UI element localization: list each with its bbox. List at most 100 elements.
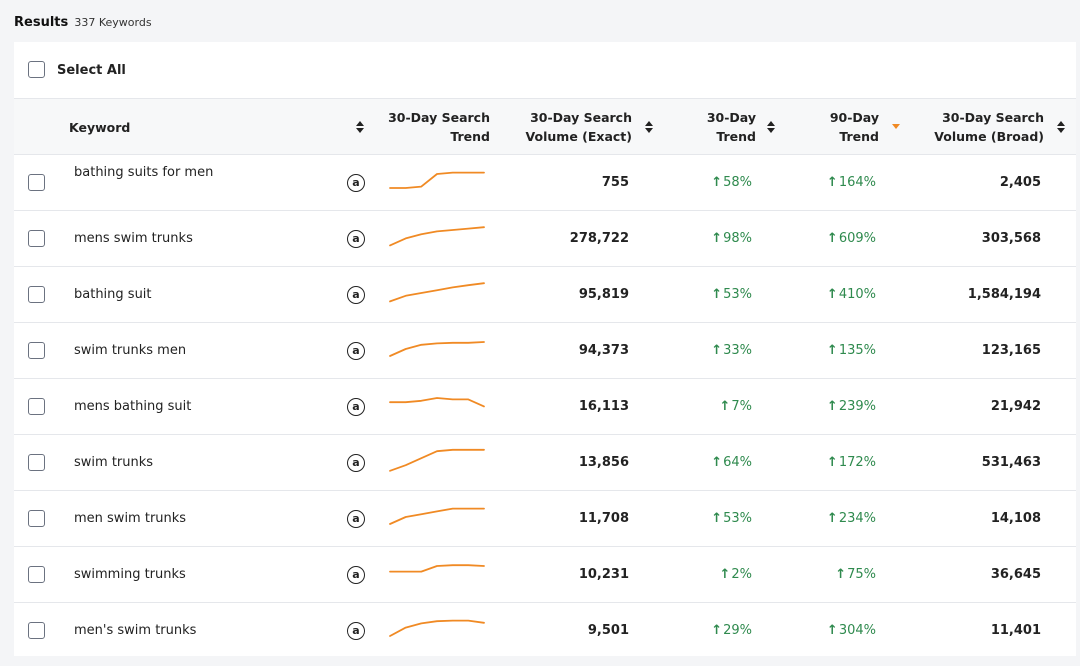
row-checkbox[interactable]	[28, 174, 45, 191]
table-row[interactable]: swim trunks a 13,856 ↑64% ↑172% 531,463	[14, 435, 1076, 491]
volume-broad-value: 11,401	[990, 623, 1041, 638]
volume-exact-value: 10,231	[578, 567, 629, 582]
table-row[interactable]: swim trunks men a 94,373 ↑33% ↑135% 123,165	[14, 323, 1076, 379]
search-trend-sparkline	[389, 397, 485, 408]
table-row[interactable]: bathing suit a 95,819 ↑53% ↑410% 1,584,194	[14, 267, 1076, 323]
volume-exact-value: 16,113	[578, 399, 629, 414]
table-row[interactable]: swimming trunks a 10,231 ↑2% ↑75% 36,645	[14, 547, 1076, 603]
row-checkbox[interactable]	[28, 230, 45, 247]
col-header-volume-exact[interactable]: 30-Day Search Volume (Exact)	[525, 110, 632, 144]
row-checkbox[interactable]	[28, 510, 45, 527]
arrow-up-icon: ↑	[835, 567, 847, 582]
search-trend-sparkline	[389, 564, 485, 573]
keyword-text[interactable]: bathing suits for men	[74, 165, 214, 180]
trend30-value: ↑2%	[719, 567, 752, 582]
volume-exact-value: 94,373	[578, 343, 629, 358]
sparkline-path	[389, 226, 485, 247]
volume-exact-value: 11,708	[578, 511, 629, 526]
row-checkbox[interactable]	[28, 454, 45, 471]
arrow-up-icon: ↑	[711, 623, 723, 638]
trend90-value: ↑75%	[835, 567, 876, 582]
search-trend-sparkline	[389, 448, 485, 472]
keyword-text[interactable]: mens swim trunks	[74, 231, 193, 246]
volume-exact-value: 755	[601, 175, 629, 190]
table-row[interactable]: mens swim trunks a 278,722 ↑98% ↑609% 303,568	[14, 211, 1076, 267]
sort-keyword-icon[interactable]	[356, 121, 364, 133]
keyword-text[interactable]: swimming trunks	[74, 567, 186, 582]
amazon-icon[interactable]: a	[347, 622, 365, 640]
table-row[interactable]: bathing suits for men a 755 ↑58% ↑164% 2,405	[14, 155, 1076, 211]
arrow-up-icon: ↑	[711, 511, 723, 526]
amazon-icon[interactable]: a	[347, 342, 365, 360]
sort-descending-icon[interactable]	[892, 124, 900, 130]
arrow-up-icon: ↑	[711, 455, 723, 470]
sparkline-path	[389, 341, 485, 357]
keyword-count: 337 Keywords	[74, 16, 152, 29]
sparkline-path	[389, 282, 485, 303]
search-trend-sparkline	[389, 171, 485, 189]
sort-trend30-icon[interactable]	[767, 121, 775, 133]
arrow-up-icon: ↑	[826, 231, 838, 246]
select-all-bar: Select All	[14, 42, 1076, 99]
arrow-up-icon: ↑	[826, 343, 838, 358]
volume-broad-value: 1,584,194	[967, 287, 1041, 302]
select-all-checkbox[interactable]	[28, 61, 45, 78]
arrow-up-icon: ↑	[826, 399, 838, 414]
search-trend-sparkline	[389, 226, 485, 247]
sparkline-path	[389, 619, 485, 637]
search-trend-sparkline	[389, 507, 485, 525]
sparkline-path	[389, 507, 485, 525]
amazon-icon[interactable]: a	[347, 174, 365, 192]
trend90-value: ↑164%	[826, 175, 876, 190]
arrow-up-icon: ↑	[826, 511, 838, 526]
row-checkbox[interactable]	[28, 398, 45, 415]
volume-broad-value: 123,165	[981, 343, 1041, 358]
search-trend-sparkline	[389, 619, 485, 637]
trend30-value: ↑64%	[711, 455, 752, 470]
keyword-text[interactable]: bathing suit	[74, 287, 152, 302]
table-row[interactable]: mens bathing suit a 16,113 ↑7% ↑239% 21,942	[14, 379, 1076, 435]
col-header-trend30[interactable]: 30-Day Trend	[706, 110, 756, 144]
amazon-icon[interactable]: a	[347, 398, 365, 416]
volume-exact-value: 13,856	[578, 455, 629, 470]
keyword-text[interactable]: men swim trunks	[74, 511, 187, 526]
trend90-value: ↑304%	[826, 623, 876, 638]
results-title: Results	[14, 15, 69, 30]
sparkline-path	[389, 171, 485, 189]
amazon-icon[interactable]: a	[347, 230, 365, 248]
row-checkbox[interactable]	[28, 286, 45, 303]
arrow-up-icon: ↑	[826, 455, 838, 470]
keyword-text[interactable]: men's swim trunks	[74, 623, 197, 638]
row-checkbox[interactable]	[28, 566, 45, 583]
volume-broad-value: 14,108	[990, 511, 1041, 526]
amazon-icon[interactable]: a	[347, 286, 365, 304]
keyword-text[interactable]: swim trunks	[74, 455, 154, 470]
arrow-up-icon: ↑	[711, 175, 723, 190]
volume-exact-value: 278,722	[569, 231, 629, 246]
table-header: Keyword 30-Day Search Trend 30-Day Searc…	[14, 99, 1076, 155]
sort-volume-broad-icon[interactable]	[1057, 121, 1065, 133]
trend90-value: ↑234%	[826, 511, 876, 526]
sort-volume-exact-icon[interactable]	[645, 121, 653, 133]
row-checkbox[interactable]	[28, 622, 45, 639]
trend30-value: ↑53%	[711, 511, 752, 526]
col-header-trend90[interactable]: 90-Day Trend	[829, 110, 879, 144]
select-all-label[interactable]: Select All	[57, 63, 126, 78]
amazon-icon[interactable]: a	[347, 454, 365, 472]
keyword-text[interactable]: swim trunks men	[74, 343, 187, 358]
col-header-search-trend[interactable]: 30-Day Search Trend	[388, 110, 490, 144]
table-row[interactable]: men swim trunks a 11,708 ↑53% ↑234% 14,108	[14, 491, 1076, 547]
trend90-value: ↑135%	[826, 343, 876, 358]
amazon-icon[interactable]: a	[347, 510, 365, 528]
trend90-value: ↑410%	[826, 287, 876, 302]
amazon-icon[interactable]: a	[347, 566, 365, 584]
keyword-text[interactable]: mens bathing suit	[74, 399, 192, 414]
col-header-keyword[interactable]: Keyword	[69, 120, 131, 135]
arrow-up-icon: ↑	[711, 343, 723, 358]
row-checkbox[interactable]	[28, 342, 45, 359]
col-header-volume-broad[interactable]: 30-Day Search Volume (Broad)	[934, 110, 1044, 144]
volume-broad-value: 2,405	[999, 175, 1041, 190]
table-row[interactable]: men's swim trunks a 9,501 ↑29% ↑304% 11,401	[14, 603, 1076, 656]
trend30-value: ↑58%	[711, 175, 752, 190]
trend90-value: ↑239%	[826, 399, 876, 414]
